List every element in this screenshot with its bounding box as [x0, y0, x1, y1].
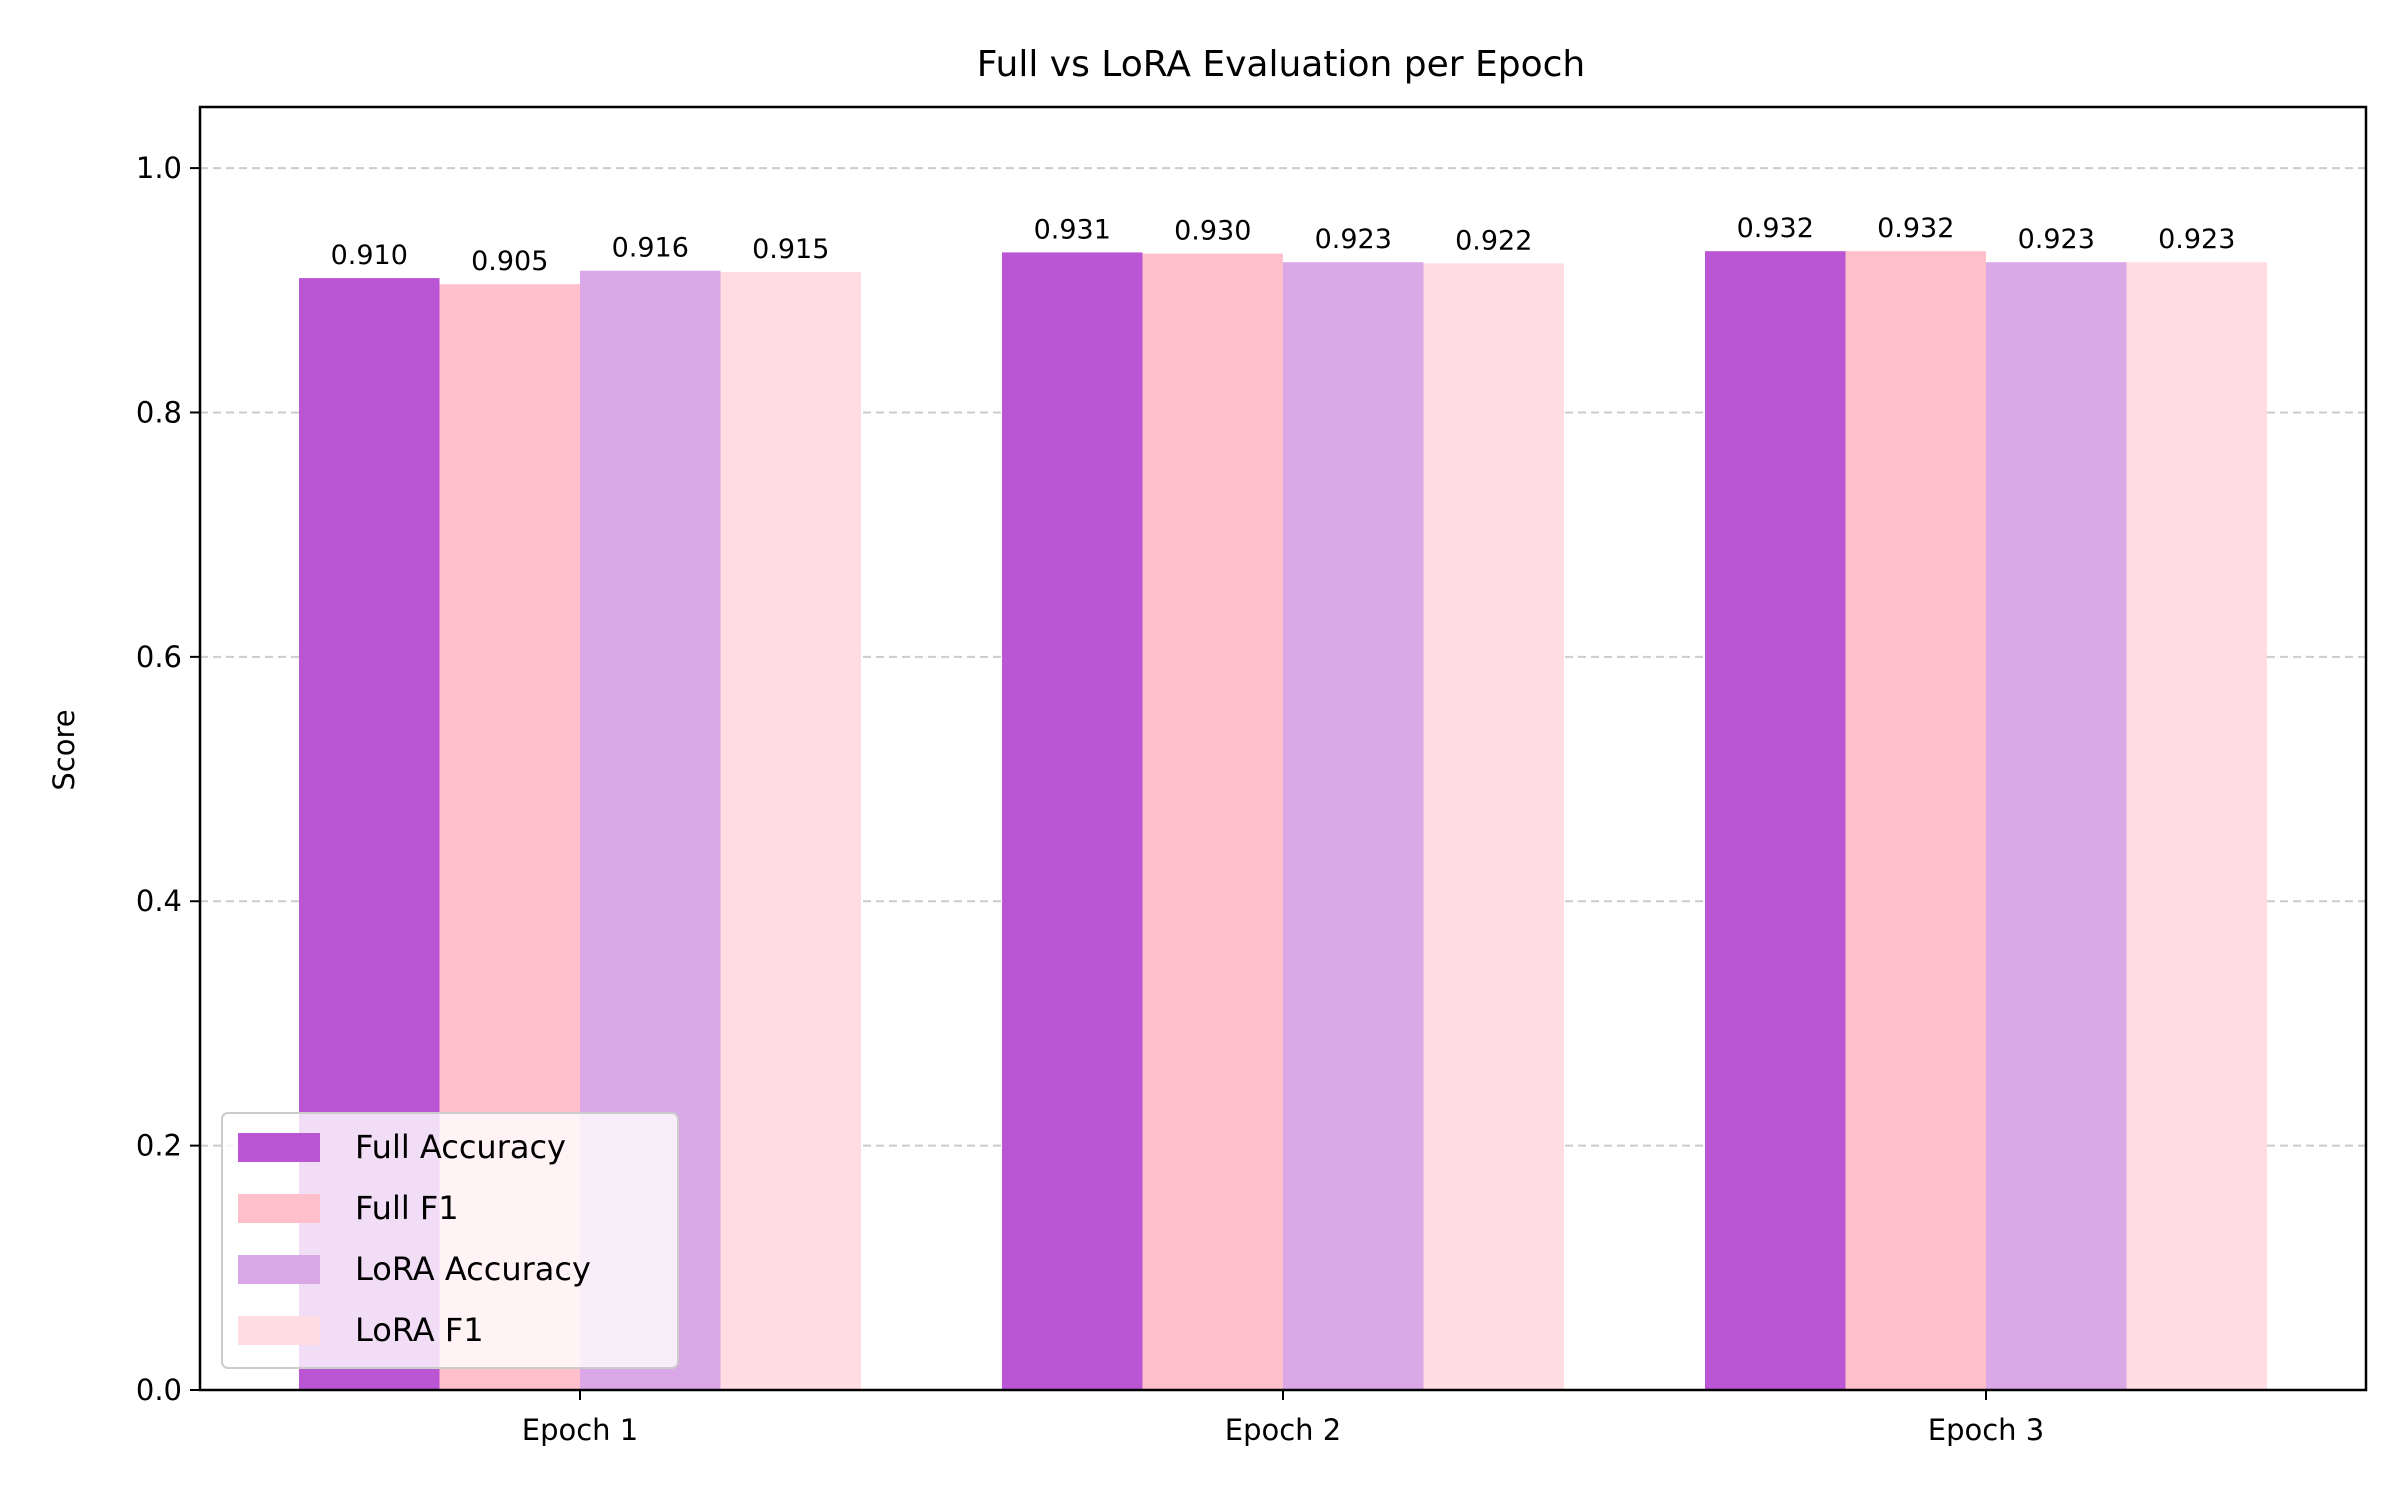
bar	[1986, 262, 2127, 1391]
bar-value-label: 0.932	[1877, 213, 1954, 244]
bar-value-label: 0.923	[2018, 224, 2095, 255]
bar-value-label: 0.922	[1455, 225, 1532, 256]
legend-label: LoRA F1	[355, 1311, 484, 1349]
bar-value-label: 0.930	[1174, 216, 1251, 247]
legend-swatch	[238, 1316, 320, 1345]
legend-label: LoRA Accuracy	[355, 1250, 591, 1288]
data-labels: 0.910 0.905 0.916 0.915 0.931 0.930 0.923 0.922…	[331, 213, 2236, 277]
y-tick-label: 0.0	[136, 1373, 182, 1407]
legend-label: Full Accuracy	[355, 1128, 566, 1166]
bar	[1002, 252, 1143, 1391]
legend-swatch	[238, 1133, 320, 1162]
bar	[2126, 262, 2267, 1391]
y-tick-label: 0.8	[136, 395, 182, 429]
plot-frame	[198, 105, 2368, 1392]
y-tick-label: 0.2	[136, 1129, 182, 1163]
bar-value-label: 0.923	[2158, 224, 2235, 255]
bar-value-label: 0.905	[471, 246, 548, 277]
bar	[1705, 251, 1846, 1390]
bar	[1142, 253, 1283, 1391]
bar	[1283, 262, 1424, 1391]
bar-value-label: 0.916	[612, 233, 689, 264]
x-tick-label: Epoch 1	[522, 1413, 638, 1447]
chart-title: Full vs LoRA Evaluation per Epoch	[977, 44, 1585, 85]
bar-value-label: 0.932	[1737, 213, 1814, 244]
bar-value-label: 0.923	[1315, 224, 1392, 255]
bar	[720, 271, 861, 1390]
y-tick-label: 1.0	[136, 151, 182, 185]
x-tick-label: Epoch 3	[1928, 1413, 2044, 1447]
y-tick-label: 0.4	[136, 884, 182, 918]
bar-value-label: 0.915	[752, 234, 829, 265]
bars	[299, 251, 2267, 1391]
legend-box	[221, 1112, 679, 1369]
bar-value-label: 0.910	[331, 240, 408, 271]
x-tick-label: Epoch 2	[1225, 1413, 1341, 1447]
y-axis-label: Score	[47, 709, 81, 790]
bar	[1423, 263, 1564, 1390]
legend-swatch	[238, 1194, 320, 1223]
bar-value-label: 0.931	[1034, 214, 1111, 245]
legend-label: Full F1	[355, 1189, 459, 1227]
legend: Full Accuracy Full F1 LoRA Accuracy LoRA F1	[221, 1112, 679, 1369]
bar	[1845, 251, 1986, 1390]
axes: 0.0 0.2 0.4 0.6 0.8 1.0 Epoch 1 Epoch 2 Epoch 3	[136, 105, 2368, 1447]
legend-swatch	[238, 1255, 320, 1284]
y-tick-label: 0.6	[136, 640, 182, 674]
